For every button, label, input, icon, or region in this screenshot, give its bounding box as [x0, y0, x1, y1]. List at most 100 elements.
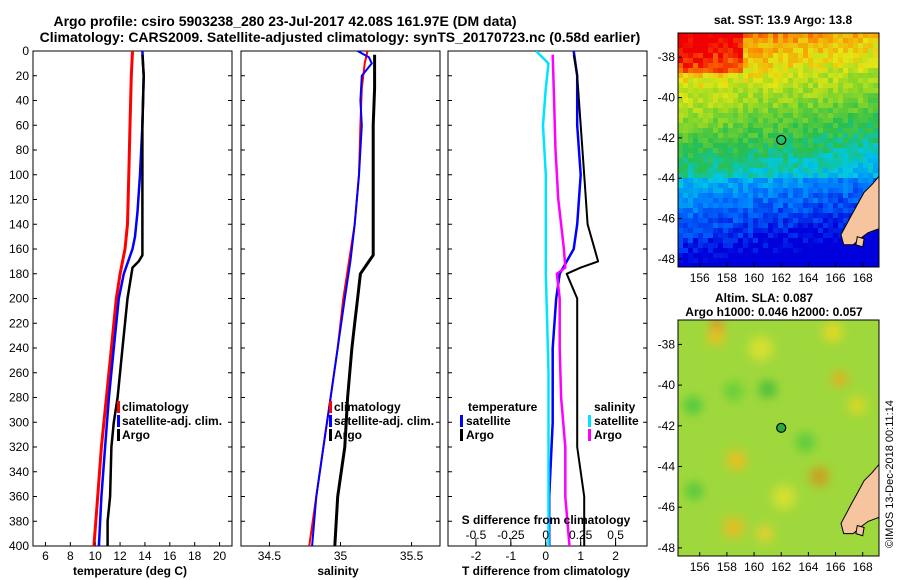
sst-cell	[688, 93, 693, 98]
map-y-tick-label: -48	[658, 541, 676, 555]
sst-cell	[793, 73, 798, 78]
sst-cell	[728, 98, 733, 103]
sst-cell	[848, 103, 853, 108]
sst-cell	[868, 158, 873, 163]
sst-cell	[818, 83, 823, 88]
sst-cell	[808, 53, 813, 58]
sst-cell	[803, 113, 808, 118]
sst-cell	[793, 173, 798, 178]
sst-cell	[833, 128, 838, 133]
sst-cell	[773, 258, 778, 263]
sst-cell	[768, 208, 773, 213]
sst-cell	[823, 123, 828, 128]
sst-cell	[853, 203, 858, 208]
sst-cell	[713, 103, 718, 108]
sst-cell	[778, 98, 783, 103]
sst-cell	[873, 243, 878, 248]
y-tick-label: 400	[9, 539, 29, 553]
sst-cell	[723, 43, 728, 48]
sst-cell	[863, 33, 868, 38]
sst-cell	[678, 203, 683, 208]
sst-cell	[723, 33, 728, 38]
sst-cell	[848, 88, 853, 93]
sst-cell	[753, 83, 758, 88]
sst-cell	[803, 218, 808, 223]
title-line-2: Climatology: CARS2009. Satellite-adjuste…	[40, 29, 641, 45]
sst-cell	[718, 198, 723, 203]
sst-cell	[808, 208, 813, 213]
sst-cell	[773, 168, 778, 173]
sst-cell	[728, 213, 733, 218]
sst-cell	[778, 103, 783, 108]
sst-cell	[833, 43, 838, 48]
sst-cell	[763, 88, 768, 93]
sst-cell	[683, 228, 688, 233]
sst-cell	[863, 138, 868, 143]
sst-cell	[703, 93, 708, 98]
sst-map-axes: 156 158 160 162 164 166 168-38-40-42-44-46-48	[658, 50, 873, 285]
y-tick-label: 20	[16, 69, 30, 83]
sst-cell	[803, 143, 808, 148]
sst-cell	[858, 258, 863, 263]
sst-cell	[783, 183, 788, 188]
sst-cell	[798, 258, 803, 263]
sst-cell	[688, 148, 693, 153]
sst-cell	[728, 248, 733, 253]
sst-cell	[838, 98, 843, 103]
sst-cell	[798, 138, 803, 143]
sst-cell	[698, 203, 703, 208]
sst-cell	[803, 123, 808, 128]
sst-cell	[713, 73, 718, 78]
sst-cell	[683, 258, 688, 263]
sst-cell	[838, 253, 843, 258]
sst-cell	[703, 138, 708, 143]
sst-cell	[738, 128, 743, 133]
sst-cell	[803, 253, 808, 258]
sst-cell	[783, 238, 788, 243]
sst-cell	[833, 238, 838, 243]
sst-cell	[738, 218, 743, 223]
sst-cell	[773, 63, 778, 68]
sst-cell	[728, 83, 733, 88]
sst-cell	[863, 128, 868, 133]
sst-cell	[703, 133, 708, 138]
salinity-xlabel: salinity	[317, 564, 359, 578]
sst-cell	[853, 158, 858, 163]
sst-cell	[863, 68, 868, 73]
sst-cell	[823, 83, 828, 88]
sst-cell	[708, 103, 713, 108]
sst-cell	[798, 143, 803, 148]
sst-cell	[873, 108, 878, 113]
sst-cell	[768, 263, 773, 267]
sst-cell	[743, 108, 748, 113]
sst-cell	[723, 233, 728, 238]
sst-cell	[813, 43, 818, 48]
sst-cell	[688, 108, 693, 113]
y-tick-label: 120	[9, 193, 29, 207]
sst-cell	[698, 223, 703, 228]
sst-cell	[783, 173, 788, 178]
sst-cell	[743, 43, 748, 48]
sst-cell	[788, 118, 793, 123]
sst-cell	[838, 258, 843, 263]
sst-cell	[723, 198, 728, 203]
sst-cell	[708, 43, 713, 48]
sst-cell	[868, 98, 873, 103]
sst-cell	[793, 223, 798, 228]
sst-cell	[808, 33, 813, 38]
sst-cell	[698, 208, 703, 213]
sst-cell	[753, 78, 758, 83]
legend-label-satellite: satellite-adj. clim.	[122, 414, 222, 428]
sst-cell	[873, 163, 878, 168]
sst-cell	[778, 88, 783, 93]
sst-cell	[733, 33, 738, 38]
sst-cell	[798, 73, 803, 78]
sst-cell	[728, 118, 733, 123]
sst-cell	[858, 163, 863, 168]
sst-cell	[778, 73, 783, 78]
sst-cell	[683, 253, 688, 258]
sst-cell	[838, 228, 843, 233]
sst-cell	[788, 108, 793, 113]
sst-cell	[833, 193, 838, 198]
map-y-tick-label: -46	[658, 212, 676, 226]
